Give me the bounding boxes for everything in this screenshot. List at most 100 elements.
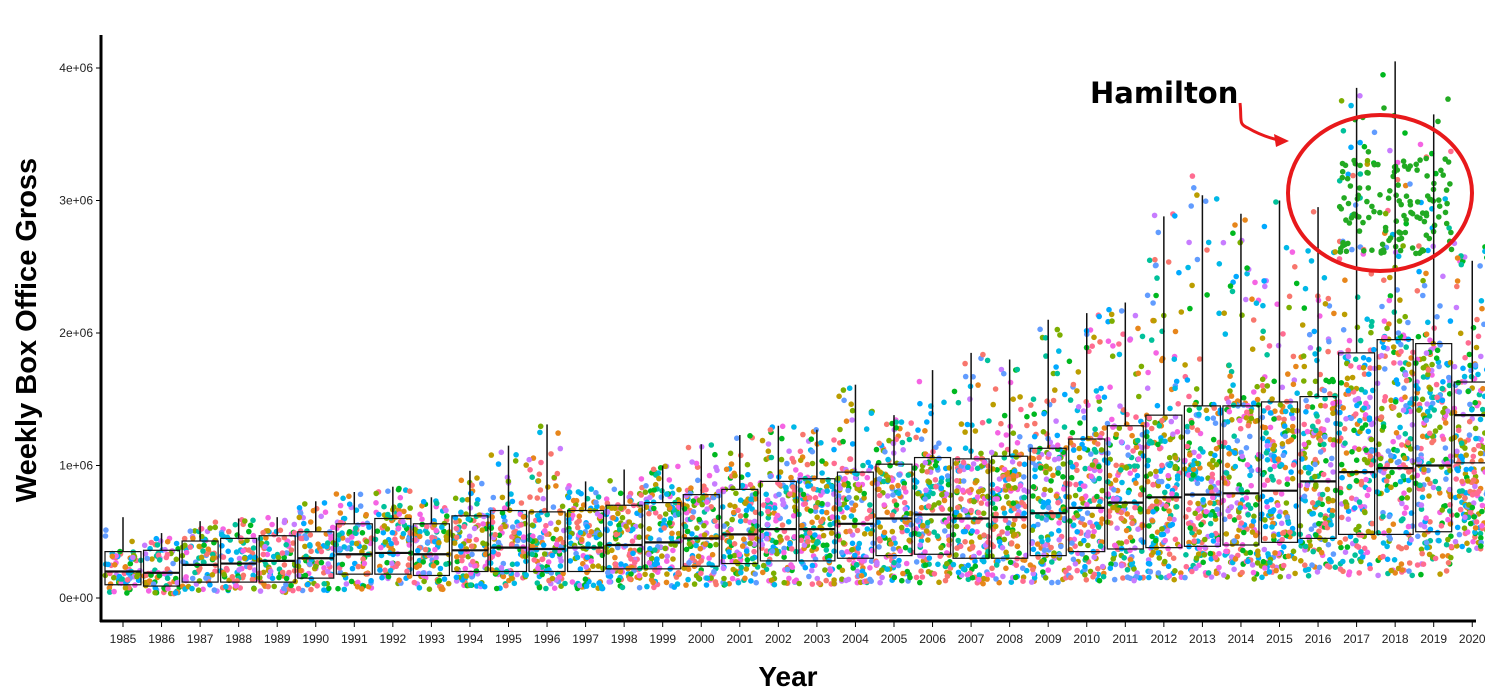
data-point — [1050, 472, 1056, 479]
hamilton-point — [1341, 195, 1347, 201]
data-point — [1225, 507, 1231, 514]
data-point — [523, 572, 529, 578]
data-point — [636, 547, 643, 553]
data-point — [247, 522, 254, 529]
data-point — [1405, 477, 1412, 484]
data-point — [381, 523, 388, 529]
data-point — [1012, 574, 1019, 581]
data-point — [388, 540, 395, 547]
data-point — [743, 507, 750, 514]
data-point — [1174, 476, 1181, 482]
data-point — [551, 474, 557, 481]
data-point — [1281, 416, 1287, 423]
data-point — [662, 463, 668, 470]
data-point — [726, 549, 732, 555]
data-point — [693, 460, 700, 467]
data-point — [885, 456, 891, 463]
data-point — [1388, 452, 1394, 459]
data-point — [1271, 416, 1277, 422]
data-point — [743, 512, 749, 519]
data-point — [260, 551, 267, 558]
data-point — [466, 537, 472, 544]
data-point — [1008, 541, 1015, 547]
data-point — [328, 572, 334, 579]
data-point — [856, 540, 863, 547]
hamilton-point — [1356, 228, 1363, 234]
data-point — [1402, 394, 1408, 401]
data-point — [908, 522, 914, 528]
data-point — [416, 533, 423, 540]
data-point — [1074, 512, 1081, 519]
data-point — [946, 465, 953, 471]
data-point — [669, 484, 675, 490]
data-point — [1030, 566, 1036, 573]
data-point — [642, 571, 648, 578]
data-point — [714, 467, 720, 474]
data-point — [837, 506, 843, 512]
data-point — [577, 566, 584, 572]
data-point — [829, 514, 836, 520]
data-point — [1395, 330, 1402, 336]
data-point — [1370, 420, 1377, 427]
data-point — [652, 481, 659, 488]
data-point — [844, 504, 850, 511]
data-point — [903, 560, 910, 567]
data-point — [779, 435, 785, 442]
data-point — [1346, 337, 1353, 344]
data-point — [1108, 561, 1114, 567]
data-point — [799, 522, 805, 529]
data-point — [443, 507, 449, 514]
data-point — [1304, 403, 1311, 410]
data-point — [283, 542, 290, 548]
data-point — [1015, 503, 1021, 510]
data-point — [325, 540, 331, 546]
data-point — [462, 565, 469, 572]
data-point — [310, 507, 317, 514]
data-point — [499, 510, 506, 516]
data-point — [346, 529, 353, 535]
data-point — [1391, 557, 1398, 563]
data-point — [1264, 498, 1270, 505]
data-point — [1322, 520, 1328, 527]
data-point — [657, 514, 663, 520]
data-point — [307, 561, 313, 567]
data-point — [583, 564, 589, 570]
data-point — [1171, 356, 1178, 363]
data-point — [598, 583, 605, 590]
data-point — [721, 523, 727, 529]
data-point — [703, 582, 710, 588]
data-point — [931, 571, 938, 577]
data-point — [200, 548, 206, 554]
data-point — [318, 559, 325, 566]
data-point — [1396, 458, 1402, 465]
data-point — [1265, 405, 1271, 411]
data-point — [1244, 270, 1250, 277]
data-point — [820, 532, 827, 539]
data-point — [992, 386, 999, 392]
data-point — [363, 538, 370, 545]
data-point — [1253, 541, 1259, 548]
data-point — [885, 477, 891, 483]
hamilton-point — [1365, 185, 1372, 191]
data-point — [998, 442, 1005, 448]
data-point — [172, 590, 179, 596]
data-point — [739, 543, 746, 549]
data-point — [930, 490, 936, 497]
data-point — [509, 561, 516, 568]
data-point — [1359, 425, 1365, 431]
data-point — [765, 448, 772, 455]
data-point — [1131, 463, 1138, 469]
data-point — [196, 567, 202, 573]
data-point — [1394, 447, 1400, 454]
data-point — [1184, 423, 1191, 430]
data-point — [266, 546, 273, 552]
data-point — [895, 482, 901, 489]
data-point — [1153, 350, 1159, 356]
data-point — [1210, 415, 1217, 422]
data-point — [241, 555, 248, 562]
data-point — [1367, 453, 1374, 460]
data-point — [831, 446, 837, 453]
data-point — [527, 494, 533, 500]
data-point — [1054, 370, 1061, 377]
data-point — [481, 583, 488, 590]
